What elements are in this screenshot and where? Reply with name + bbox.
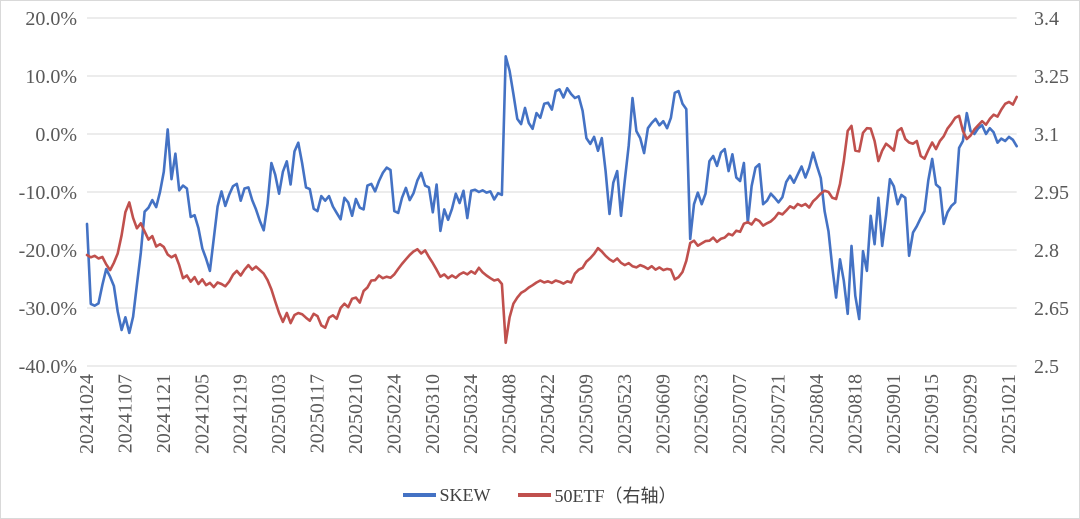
x-axis-tick-label: 20250707 [729,374,751,454]
right-axis-tick-label: 3.25 [1034,66,1069,88]
x-axis-tick-label: 20251021 [998,374,1020,454]
x-axis-tick-label: 20250324 [460,374,482,454]
legend: SKEW 50ETF（右轴） [1,482,1079,508]
left-axis-tick-label: 20.0% [25,8,77,30]
x-axis-tick-label: 20250721 [768,374,790,454]
right-axis-tick-label: 2.8 [1034,240,1059,262]
x-axis-tick-label: 20250929 [960,374,982,454]
etf-legend-label: 50ETF（右轴） [554,486,677,506]
left-axis-tick-label: -30.0% [19,298,77,320]
left-axis-tick-label: 10.0% [25,66,77,88]
x-axis-tick-label: 20250117 [307,374,329,453]
x-axis-tick-label: 20250422 [537,374,559,454]
right-axis-tick-label: 2.5 [1034,356,1059,378]
skew-legend-label: SKEW [439,484,491,505]
x-axis-tick-label: 20250818 [844,374,866,454]
x-axis-tick-label: 20250509 [575,374,597,454]
etf-line-swatch [518,493,552,497]
x-axis-tick-label: 20241121 [153,374,175,453]
right-axis-tick-label: 2.65 [1034,298,1069,320]
x-axis-tick-label: 20250210 [345,374,367,454]
x-axis-tick-label: 20250310 [422,374,444,454]
x-axis-tick-label: 20250408 [499,374,521,454]
x-axis-tick-label: 20241024 [76,374,98,454]
skew-line-swatch [403,493,437,497]
legend-item-skew: SKEW [403,485,490,506]
x-axis-tick-label: 20241205 [191,374,213,454]
x-axis-tick-label: 20241219 [230,374,252,454]
x-axis-tick-label: 20250901 [883,374,905,454]
x-axis-tick-label: 20250609 [652,374,674,454]
x-axis-tick-label: 20250915 [921,374,943,454]
x-axis-tick-label: 20241107 [114,374,136,453]
x-axis-tick-label: 20250224 [383,374,405,454]
right-axis-tick-label: 3.4 [1034,8,1059,30]
skew-series-line [85,54,1019,335]
legend-item-50etf: 50ETF（右轴） [518,482,677,508]
left-axis-tick-label: -10.0% [19,182,77,204]
x-axis-tick-label: 20250623 [691,374,713,454]
left-axis-tick-label: 0.0% [35,124,77,146]
left-axis-tick-label: -20.0% [19,240,77,262]
right-axis-tick-label: 3.1 [1034,124,1059,146]
x-axis-tick-label: 20250523 [614,374,636,454]
etf50-series-line [85,95,1019,345]
x-axis-tick-label: 20250103 [268,374,290,454]
left-axis-tick-label: -40.0% [19,356,77,378]
right-axis-tick-label: 2.95 [1034,182,1069,204]
x-axis-tick-label: 20250804 [806,374,828,454]
